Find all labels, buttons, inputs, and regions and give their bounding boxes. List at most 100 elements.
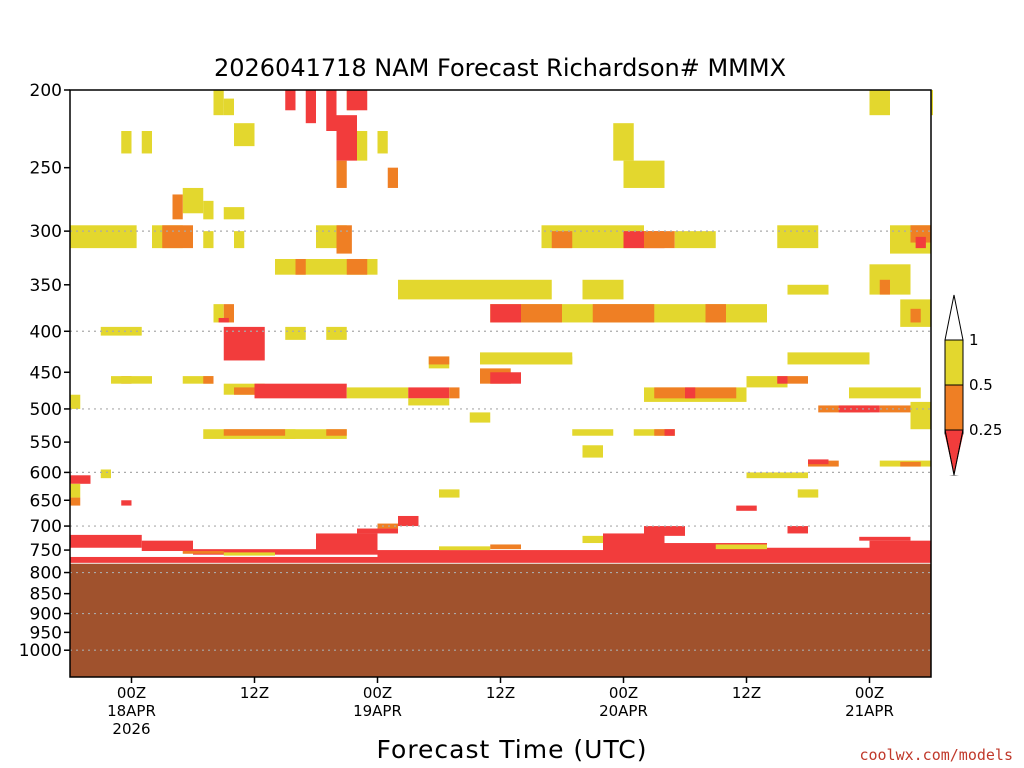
ri-cell-mid: [705, 304, 726, 323]
ri-cell-high: [787, 284, 829, 295]
ri-cell-red: [377, 550, 603, 562]
ri-cell-mid: [592, 304, 655, 323]
ri-cell-red: [193, 549, 316, 555]
y-tick-label: 900: [30, 605, 62, 625]
ri-cell-red: [346, 90, 368, 111]
ri-cell-high: [234, 231, 245, 249]
ri-cell-high: [182, 187, 204, 214]
ri-cell-red: [70, 556, 931, 563]
ri-cell-high: [869, 90, 890, 116]
y-tick-label: 1000: [19, 641, 62, 661]
ri-cell-mid: [449, 387, 460, 399]
ri-cell-red: [644, 526, 685, 536]
legend-arrow-top: [944, 294, 964, 341]
credit-text[interactable]: coolwx.com/models: [859, 746, 1013, 764]
terrain-below-ground: [70, 563, 931, 677]
ri-cell-mid: [377, 523, 398, 529]
ri-cell-mid: [346, 258, 368, 275]
ri-cell-high: [408, 398, 450, 406]
ri-cell-high: [121, 130, 132, 154]
ri-cell-mid: [787, 376, 808, 384]
ri-cell-mid: [387, 167, 398, 188]
ri-cell-high: [582, 279, 624, 300]
ri-cell-red: [218, 317, 229, 323]
y-axis: 200 250 300 350 400 450 500 550 600 650 700 750 8008…: [19, 81, 70, 661]
ri-cell-mid: [879, 405, 911, 413]
chart-title: 2026041718 NAM Forecast Richardson# MMMX: [214, 54, 786, 82]
legend-arrow-outline: [944, 429, 964, 476]
ri-cell-mid: [182, 551, 224, 554]
ri-cell-red: [121, 500, 132, 506]
ri-cell-high: [223, 207, 245, 220]
ri-cell-red: [70, 475, 91, 484]
y-tick-label: 250: [30, 159, 62, 179]
ri-cell-red: [316, 533, 378, 555]
x-tick-label: 20APR: [599, 702, 648, 720]
y-tick-label: 800: [30, 564, 62, 584]
ri-cell-red: [736, 505, 757, 511]
ri-cell-high: [100, 469, 111, 479]
ri-cell-mid: [551, 231, 573, 249]
y-tick-label: 700: [30, 517, 62, 537]
ri-cell-red: [838, 405, 880, 413]
ri-cell-red: [603, 533, 665, 562]
y-tick-label: 750: [30, 541, 62, 561]
x-tick-label: 00Z: [117, 684, 146, 702]
y-tick-label: 650: [30, 491, 62, 511]
ri-cell-mid: [203, 376, 214, 384]
y-tick-label: 400: [30, 322, 62, 342]
ri-cell-high: [910, 401, 931, 430]
colorbar-legend: 1 0.5 0.25: [944, 294, 1002, 476]
ri-cell-high: [141, 130, 152, 154]
x-tick-label: 12Z: [732, 684, 761, 702]
ri-cell-red: [336, 115, 357, 161]
ri-cell-red: [254, 383, 347, 399]
ri-cell-high: [613, 123, 634, 161]
legend-level-label: 0.25: [969, 421, 1002, 439]
ri-cell-red: [70, 534, 142, 548]
ri-cell-high: [398, 279, 552, 300]
ri-cell-high: [213, 304, 224, 323]
ri-cell-high: [234, 123, 255, 147]
ri-cell-mid: [223, 429, 286, 436]
ri-cell-red: [305, 90, 316, 124]
ri-cell-mid: [162, 225, 193, 249]
ri-cell-high: [439, 489, 460, 498]
ri-cell-high: [70, 483, 81, 498]
ri-cell-high: [357, 130, 368, 161]
ri-cell-red: [141, 540, 193, 552]
ri-cell-red: [326, 90, 337, 131]
y-tick-label: 350: [30, 276, 62, 296]
ri-cell-red: [398, 515, 419, 527]
y-tick-label: 550: [30, 433, 62, 453]
ri-cell-red: [408, 387, 450, 399]
ri-cell-high: [326, 326, 347, 340]
ri-cell-high: [469, 412, 491, 423]
ri-cell-high: [213, 90, 224, 116]
ri-cell-mid: [223, 304, 234, 323]
ri-cell-high: [746, 376, 788, 388]
y-tick-label: 200: [30, 81, 62, 101]
x-tick-label: 2026: [112, 720, 150, 738]
ri-cell-red: [223, 326, 265, 361]
legend-level-label: 0.5: [969, 376, 993, 394]
ri-cell-mid: [490, 544, 521, 550]
legend-level-label: 1: [969, 331, 979, 349]
ri-cell-red: [685, 387, 696, 399]
y-tick-label: 300: [30, 222, 62, 242]
ri-cell-high: [439, 546, 491, 551]
x-tick-label: 00Z: [855, 684, 884, 702]
ri-cell-high: [182, 376, 214, 384]
y-tick-label: 450: [30, 363, 62, 383]
ri-cell-high: [510, 356, 573, 365]
ri-cell-high: [70, 225, 137, 249]
y-tick-label: 600: [30, 463, 62, 483]
x-axis-label: Forecast Time (UTC): [377, 735, 648, 764]
ri-cell-high: [100, 326, 142, 336]
ri-cell-mid: [336, 160, 347, 188]
ri-cell-high: [849, 387, 921, 399]
ri-cell-red: [915, 236, 926, 249]
ri-cell-high: [203, 200, 214, 220]
